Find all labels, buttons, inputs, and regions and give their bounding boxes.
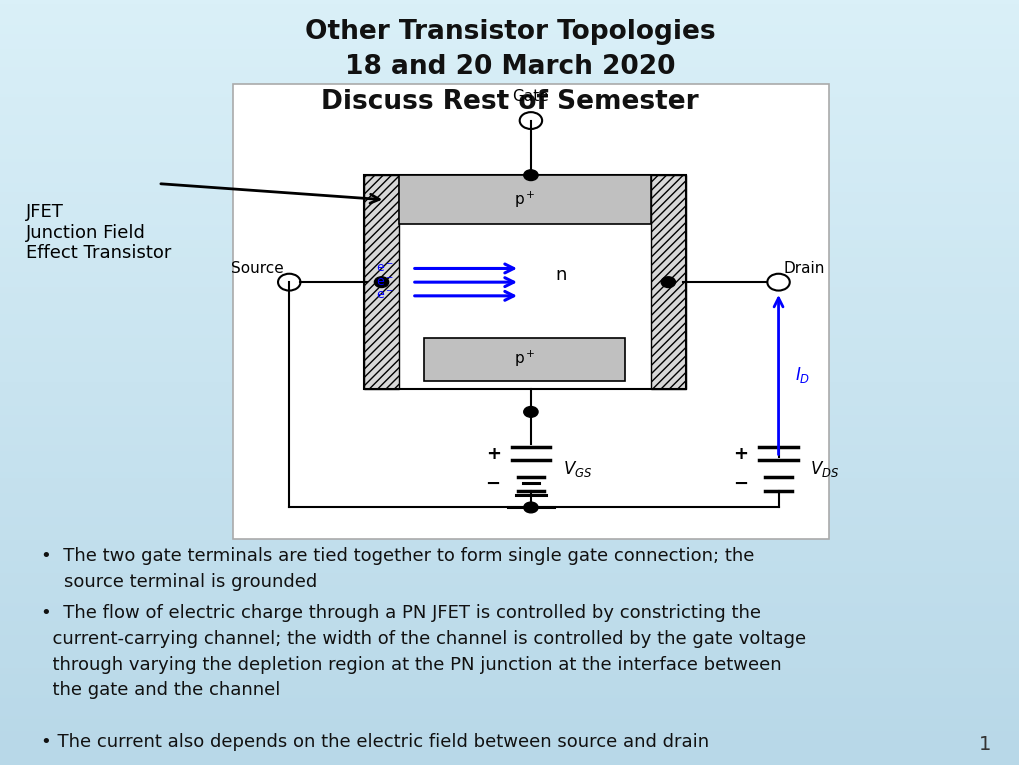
Text: $V_{DS}$: $V_{DS}$ bbox=[809, 459, 839, 479]
Text: +: + bbox=[733, 444, 748, 463]
Text: $V_{GS}$: $V_{GS}$ bbox=[562, 459, 591, 479]
Text: 1: 1 bbox=[978, 734, 990, 754]
Circle shape bbox=[660, 277, 675, 288]
Text: Other Transistor Topologies
18 and 20 March 2020
Discuss Rest of Semester: Other Transistor Topologies 18 and 20 Ma… bbox=[305, 19, 714, 115]
Text: Source: Source bbox=[231, 261, 284, 276]
Circle shape bbox=[374, 277, 388, 288]
Text: −: − bbox=[485, 475, 500, 493]
Bar bbox=[398, 175, 650, 224]
Text: e$^-$: e$^-$ bbox=[376, 275, 393, 288]
Text: Gate: Gate bbox=[512, 89, 549, 104]
Text: e$^-$: e$^-$ bbox=[376, 289, 393, 302]
Text: p$^+$: p$^+$ bbox=[514, 190, 535, 210]
Bar bbox=[232, 84, 828, 539]
Text: $I_D$: $I_D$ bbox=[794, 365, 809, 385]
Bar bbox=[364, 175, 686, 389]
Circle shape bbox=[524, 170, 538, 181]
Text: •  The two gate terminals are tied together to form single gate connection; the
: • The two gate terminals are tied togeth… bbox=[41, 547, 753, 591]
Bar bbox=[364, 175, 398, 389]
Text: Drain: Drain bbox=[783, 261, 824, 276]
Text: •  The flow of electric charge through a PN JFET is controlled by constricting t: • The flow of electric charge through a … bbox=[41, 604, 805, 699]
Text: n: n bbox=[554, 265, 566, 284]
Text: +: + bbox=[485, 444, 500, 463]
Bar bbox=[424, 338, 625, 380]
Text: JFET
Junction Field
Effect Transistor: JFET Junction Field Effect Transistor bbox=[25, 203, 171, 262]
Circle shape bbox=[524, 406, 538, 417]
Text: e$^-$: e$^-$ bbox=[376, 262, 393, 275]
Text: p$^+$: p$^+$ bbox=[514, 349, 535, 369]
Bar bbox=[650, 175, 686, 389]
Text: • The current also depends on the electric field between source and drain: • The current also depends on the electr… bbox=[41, 733, 708, 751]
Circle shape bbox=[524, 502, 538, 513]
Text: −: − bbox=[733, 475, 748, 493]
